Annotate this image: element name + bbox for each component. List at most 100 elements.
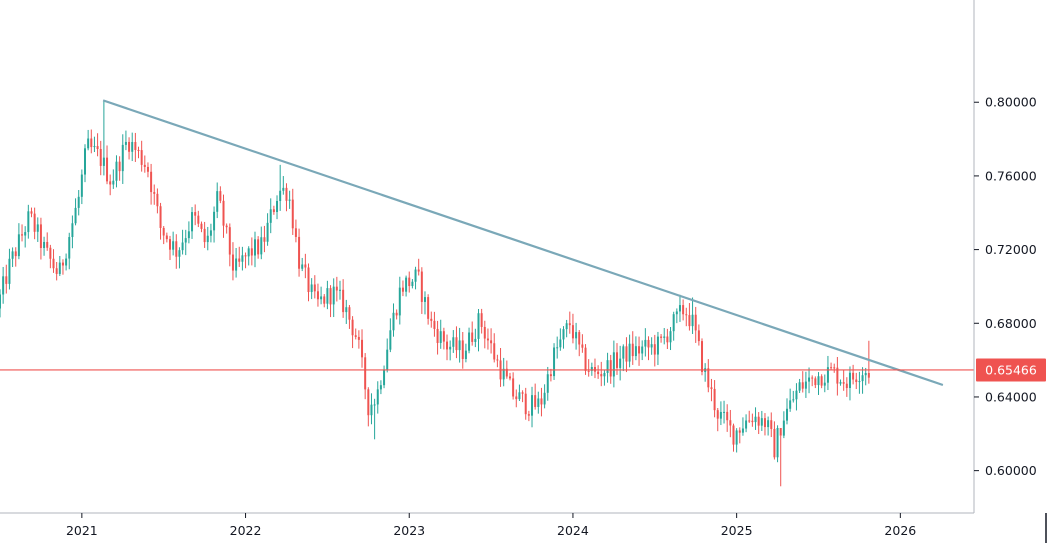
candle xyxy=(320,286,323,305)
candle xyxy=(389,318,392,353)
candle xyxy=(845,377,848,397)
candle-body xyxy=(80,174,83,197)
candle-body xyxy=(323,296,326,304)
candle-body xyxy=(634,346,637,357)
candle-body xyxy=(716,410,719,419)
candle xyxy=(710,378,713,402)
candle xyxy=(701,338,704,376)
candle xyxy=(741,417,744,436)
price-axis[interactable]: 0.80000 0.76000 0.72000 0.68000 0.64000 0.600… xyxy=(974,95,1037,478)
candle xyxy=(603,369,606,386)
candle-body xyxy=(279,190,282,201)
candle xyxy=(408,271,411,293)
candle-body xyxy=(24,232,27,236)
candle xyxy=(345,299,348,324)
candle-body xyxy=(867,372,870,378)
candle xyxy=(795,383,798,411)
candle-body xyxy=(134,142,137,150)
candle xyxy=(316,283,319,307)
candle-body xyxy=(789,400,792,409)
time-axis[interactable]: 2021 2022 2023 2024 2025 2026 xyxy=(66,513,916,538)
candle-body xyxy=(61,262,64,266)
candle-body xyxy=(376,389,379,405)
candle xyxy=(836,356,839,396)
candle xyxy=(745,414,748,433)
candle-body xyxy=(370,404,373,416)
candle-body xyxy=(191,212,194,232)
candle xyxy=(401,280,404,297)
candle xyxy=(134,132,137,162)
candle-body xyxy=(666,336,669,343)
candle xyxy=(200,221,203,233)
candle xyxy=(8,248,11,290)
candle xyxy=(446,334,449,361)
candle xyxy=(858,371,861,394)
candle-body xyxy=(272,209,275,213)
candle xyxy=(694,306,697,343)
candle-body xyxy=(707,368,710,388)
candle xyxy=(175,234,178,269)
candle xyxy=(376,381,379,414)
candle xyxy=(672,311,675,341)
candle xyxy=(36,217,39,242)
candle xyxy=(282,176,285,195)
candle xyxy=(99,140,102,176)
candle-body xyxy=(653,344,656,355)
candle xyxy=(90,129,93,154)
candle-body xyxy=(562,329,565,340)
candle-body xyxy=(58,262,61,274)
candle xyxy=(826,355,829,391)
candle-body xyxy=(477,313,480,339)
candle xyxy=(543,384,546,409)
candle-body xyxy=(493,343,496,360)
trendline[interactable] xyxy=(102,99,944,387)
candle xyxy=(754,407,757,430)
candle xyxy=(512,372,515,400)
candle xyxy=(71,215,74,249)
candle xyxy=(565,319,568,338)
candle xyxy=(156,188,159,214)
candle xyxy=(581,334,584,353)
candle xyxy=(864,367,867,386)
candle xyxy=(814,376,817,389)
candle xyxy=(719,401,722,426)
candle-body xyxy=(153,192,156,194)
candle-body xyxy=(11,251,14,259)
candle-body xyxy=(814,378,817,386)
candle-body xyxy=(348,307,351,320)
candle xyxy=(2,266,5,304)
candle-body xyxy=(483,326,486,339)
candle-body xyxy=(672,314,675,332)
candle-body xyxy=(216,191,219,212)
candle-body xyxy=(458,340,461,351)
candle-body xyxy=(326,288,329,304)
candle-body xyxy=(423,297,426,302)
candle xyxy=(187,221,190,244)
candle-body xyxy=(581,344,584,348)
price-tick-label: 0.80000 xyxy=(985,95,1037,110)
candle-body xyxy=(524,393,527,415)
candle-body xyxy=(65,258,68,266)
candle xyxy=(600,361,603,387)
candle-body xyxy=(439,331,442,343)
candle-body xyxy=(99,149,102,166)
candle xyxy=(395,309,398,320)
time-tick-label: 2026 xyxy=(884,523,916,538)
candle xyxy=(364,353,367,400)
candle-body xyxy=(285,187,288,201)
candle-body xyxy=(386,349,389,370)
candle xyxy=(436,320,439,355)
candle xyxy=(30,207,33,218)
candle-body xyxy=(559,339,562,348)
candle xyxy=(83,144,86,183)
candle-body xyxy=(660,336,663,338)
candle xyxy=(420,267,423,314)
candle-body xyxy=(131,142,134,152)
candle xyxy=(260,226,263,260)
candle xyxy=(137,146,140,159)
candle-body xyxy=(27,211,30,233)
candle-body xyxy=(310,284,313,293)
candle-body xyxy=(609,360,612,377)
